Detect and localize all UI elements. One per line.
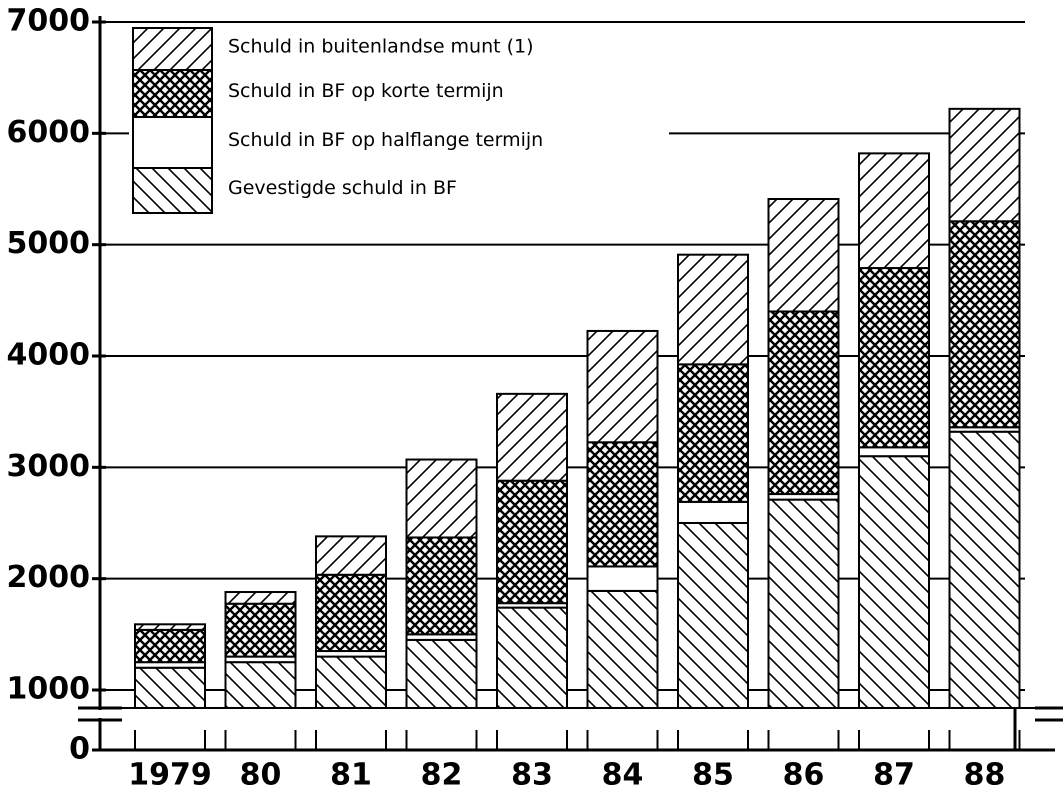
- legend-label: Gevestigde schuld in BF: [228, 177, 457, 199]
- bar-segment: [224, 591, 297, 605]
- bar-segment: [767, 498, 840, 709]
- y-tick-label: 4000: [7, 338, 91, 373]
- y-tick-label: 5000: [7, 226, 91, 261]
- bar-segment: [677, 253, 749, 366]
- bar-segment: [858, 152, 930, 270]
- y-tick-label: 1000: [7, 672, 91, 707]
- legend-label: Schuld in BF op halflange termijn: [228, 129, 543, 151]
- x-tick-label: 84: [602, 758, 644, 793]
- bar-segment: [496, 479, 568, 605]
- legend-swatch: [132, 116, 213, 169]
- bar-segment: [677, 522, 749, 709]
- axis-break-gap: [97, 710, 103, 718]
- y-tick-label: 7000: [7, 4, 91, 39]
- bar-segment: [858, 267, 930, 449]
- bar-segment: [858, 446, 930, 458]
- bar-segment: [224, 661, 297, 710]
- bar-segment: [134, 623, 206, 631]
- x-tick-label: 87: [873, 758, 915, 793]
- legend-swatch: [132, 27, 213, 71]
- bar-segment: [496, 392, 568, 482]
- bar-segment: [948, 107, 1021, 223]
- bar-segment: [586, 589, 659, 709]
- legend-swatch: [132, 69, 213, 118]
- bar-segment: [315, 655, 387, 709]
- bar-segment: [134, 628, 206, 664]
- bar-segment: [767, 198, 840, 313]
- legend-label: Schuld in BF op korte termijn: [228, 80, 504, 102]
- legend-label: Schuld in buitenlandse munt (1): [228, 36, 534, 58]
- bar-segment: [405, 638, 478, 710]
- x-tick-label: 86: [783, 758, 825, 793]
- y-tick-label: 2000: [7, 560, 91, 595]
- x-tick-label: 80: [240, 758, 282, 793]
- bar-segment: [948, 220, 1021, 429]
- bar-segment: [224, 602, 297, 658]
- y-tick-label: 3000: [7, 449, 91, 484]
- y-tick-label: 0: [69, 732, 90, 767]
- bar-segment: [586, 565, 659, 592]
- legend-swatch: [132, 167, 213, 214]
- x-tick-label: 85: [692, 758, 734, 793]
- bar-segment: [134, 666, 206, 710]
- x-tick-label: 81: [330, 758, 372, 793]
- x-tick-label: 88: [964, 758, 1006, 793]
- y-tick-label: 6000: [7, 115, 91, 150]
- x-tick-label: 83: [511, 758, 553, 793]
- bar-segment: [586, 329, 659, 444]
- bar-segment: [315, 573, 387, 653]
- bar-segment: [948, 430, 1021, 709]
- bar-segment: [677, 500, 749, 525]
- bar-segment: [858, 455, 930, 710]
- bar-segment: [767, 310, 840, 496]
- bar-segment: [496, 606, 568, 710]
- legend-bg: [129, 24, 669, 218]
- bar-segment: [677, 363, 749, 503]
- bar-segment: [586, 441, 659, 568]
- bar-segment: [315, 535, 387, 576]
- x-tick-label: 1979: [128, 758, 212, 793]
- bar-segment: [405, 536, 478, 636]
- bar-segment: [405, 458, 478, 539]
- x-tick-label: 82: [421, 758, 463, 793]
